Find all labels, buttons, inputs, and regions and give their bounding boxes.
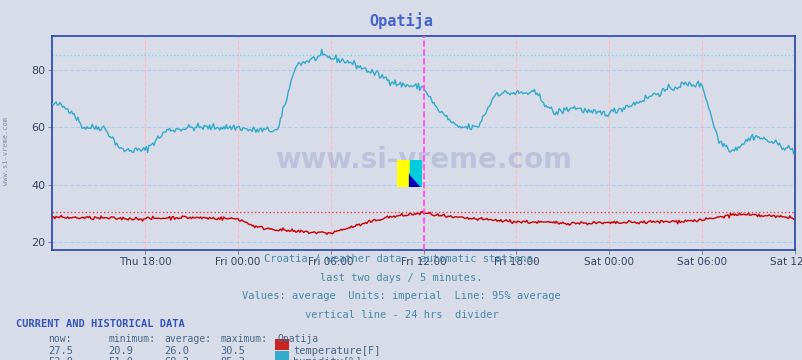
Text: maximum:: maximum: bbox=[221, 334, 268, 344]
Text: humidity[%]: humidity[%] bbox=[293, 357, 362, 360]
Text: CURRENT AND HISTORICAL DATA: CURRENT AND HISTORICAL DATA bbox=[16, 319, 184, 329]
Text: www.si-vreme.com: www.si-vreme.com bbox=[3, 117, 10, 185]
Polygon shape bbox=[409, 160, 421, 187]
Polygon shape bbox=[409, 174, 421, 187]
Text: 68.3: 68.3 bbox=[164, 357, 189, 360]
Text: Values: average  Units: imperial  Line: 95% average: Values: average Units: imperial Line: 95… bbox=[242, 291, 560, 301]
Text: now:: now: bbox=[48, 334, 71, 344]
Text: last two days / 5 minutes.: last two days / 5 minutes. bbox=[320, 273, 482, 283]
Polygon shape bbox=[397, 160, 409, 187]
Text: Croatia / weather data - automatic stations.: Croatia / weather data - automatic stati… bbox=[264, 254, 538, 264]
Text: 30.5: 30.5 bbox=[221, 346, 245, 356]
Text: 85.3: 85.3 bbox=[221, 357, 245, 360]
Text: Opatija: Opatija bbox=[277, 334, 318, 344]
Text: minimum:: minimum: bbox=[108, 334, 156, 344]
Text: average:: average: bbox=[164, 334, 212, 344]
Text: www.si-vreme.com: www.si-vreme.com bbox=[275, 146, 571, 174]
Text: 52.0: 52.0 bbox=[48, 357, 73, 360]
Text: temperature[F]: temperature[F] bbox=[293, 346, 380, 356]
Text: 27.5: 27.5 bbox=[48, 346, 73, 356]
Text: Opatija: Opatija bbox=[369, 13, 433, 30]
Text: 26.0: 26.0 bbox=[164, 346, 189, 356]
Text: vertical line - 24 hrs  divider: vertical line - 24 hrs divider bbox=[304, 310, 498, 320]
Polygon shape bbox=[409, 160, 421, 174]
Text: 20.9: 20.9 bbox=[108, 346, 133, 356]
Text: 51.0: 51.0 bbox=[108, 357, 133, 360]
